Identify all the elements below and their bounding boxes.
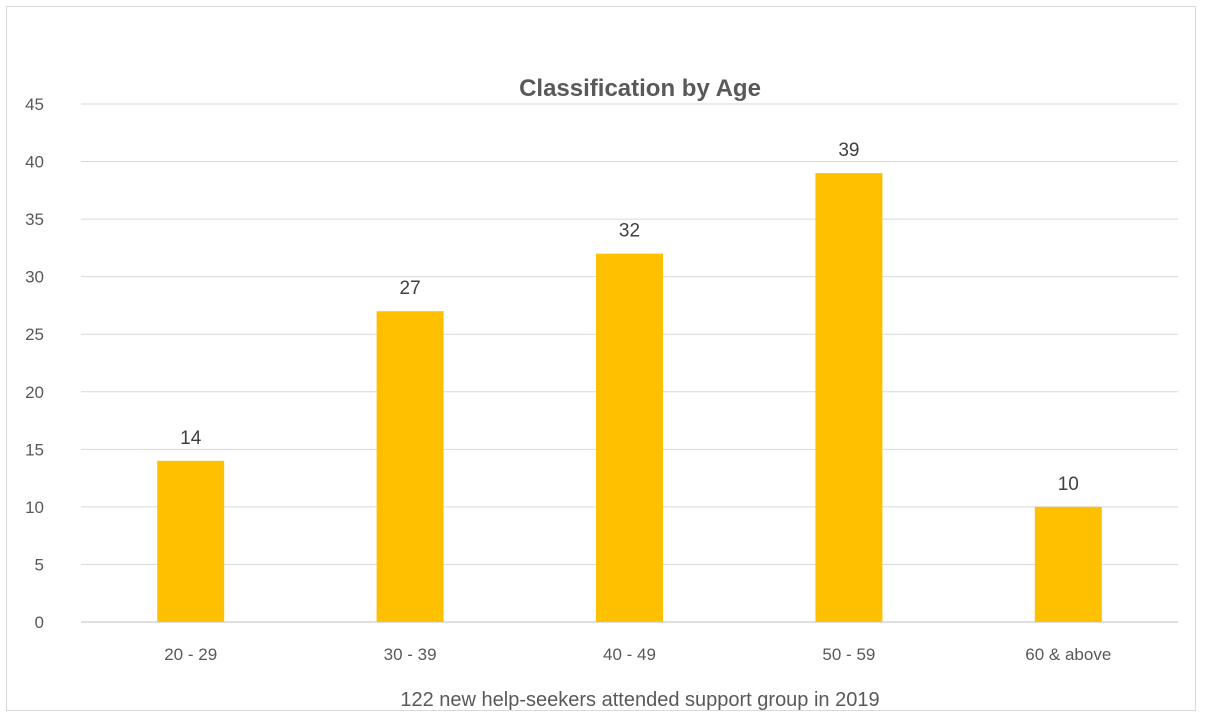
x-category-label: 50 - 59 [822,645,875,664]
y-tick-label: 25 [25,325,44,344]
bar [815,173,883,623]
y-tick-label: 15 [25,440,44,459]
x-category-label: 60 & above [1025,645,1111,664]
bars [157,173,1102,623]
data-label: 39 [838,140,859,161]
bar [157,460,225,622]
chart-title: Classification by Age [519,75,761,102]
bar [376,311,444,622]
data-label: 27 [400,278,421,299]
y-tick-label: 35 [25,210,44,229]
y-tick-label: 30 [25,268,44,287]
x-category-label: 40 - 49 [603,645,656,664]
bar [1034,506,1102,622]
y-tick-label: 40 [25,153,44,172]
x-axis-label: 122 new help-seekers attended support gr… [400,689,879,711]
x-category-label: 20 - 29 [164,645,217,664]
y-tick-label: 5 [35,555,44,574]
bar [596,253,663,622]
y-tick-label: 20 [25,383,44,402]
data-label: 10 [1058,474,1079,495]
data-labels: 14 27 32 39 10 [180,140,1079,495]
y-tick-label: 0 [35,613,44,632]
y-tick-label: 10 [25,498,44,517]
data-label: 14 [180,428,202,449]
y-axis-ticks: 0 5 10 15 20 25 30 35 40 45 [25,95,44,632]
y-tick-label: 45 [25,95,44,114]
x-axis-categories: 20 - 29 30 - 39 40 - 49 50 - 59 60 & above [164,645,1111,664]
data-label: 32 [619,221,640,242]
x-category-label: 30 - 39 [384,645,437,664]
